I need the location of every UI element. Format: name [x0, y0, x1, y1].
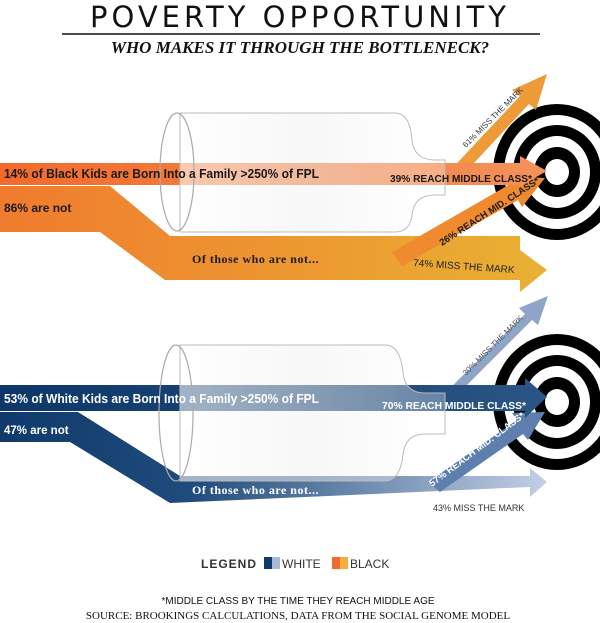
white-bottle	[158, 344, 446, 482]
legend-label: LEGEND	[201, 557, 257, 571]
white-not-label: 47% are not	[4, 425, 69, 437]
legend-white: WHITE	[282, 557, 321, 571]
white-miss-lower-label: 43% MISS THE MARK	[433, 503, 524, 513]
subtitle: WHO MAKES IT THROUGH THE BOTTLENECK?	[111, 38, 489, 57]
black-bottle	[159, 112, 446, 233]
white-born-above-label: 53% of White Kids are Born Into a Family…	[4, 392, 319, 406]
legend-swatch-white-light	[272, 557, 280, 569]
legend-swatch-white-dark	[264, 557, 272, 569]
footnote: *MIDDLE CLASS BY THE TIME THEY REACH MID…	[161, 596, 434, 607]
black-not-label: 86% are not	[4, 201, 71, 215]
title: POVERTY OPPORTUNITY	[90, 0, 510, 34]
black-miss-top-arrow	[445, 74, 547, 178]
black-target	[493, 104, 600, 240]
legend-black: BLACK	[350, 557, 389, 571]
legend-swatch-black-light	[340, 557, 348, 569]
white-reach-lower-arrow	[428, 412, 545, 492]
black-of-those-label: Of those who are not...	[192, 252, 319, 266]
legend-swatch-black-dark	[332, 557, 340, 569]
white-lower-band	[0, 412, 547, 503]
white-miss-top-arrow	[440, 296, 548, 400]
black-lower-band	[0, 186, 547, 292]
source: SOURCE: BROOKINGS CALCULATIONS, DATA FRO…	[86, 610, 510, 622]
legend: LEGEND WHITE BLACK	[201, 557, 389, 571]
black-flow: 14% of Black Kids are Born Into a Family…	[0, 74, 600, 292]
black-reach-lower-arrow	[392, 176, 545, 266]
black-reach-label: 39% REACH MIDDLE CLASS*	[390, 173, 533, 185]
white-reach-label: 70% REACH MIDDLE CLASS*	[382, 400, 527, 412]
white-of-those-label: Of those who are not...	[192, 483, 319, 497]
black-born-above-label: 14% of Black Kids are Born Into a Family…	[4, 167, 319, 181]
white-flow: 53% of White Kids are Born Into a Family…	[0, 296, 600, 513]
